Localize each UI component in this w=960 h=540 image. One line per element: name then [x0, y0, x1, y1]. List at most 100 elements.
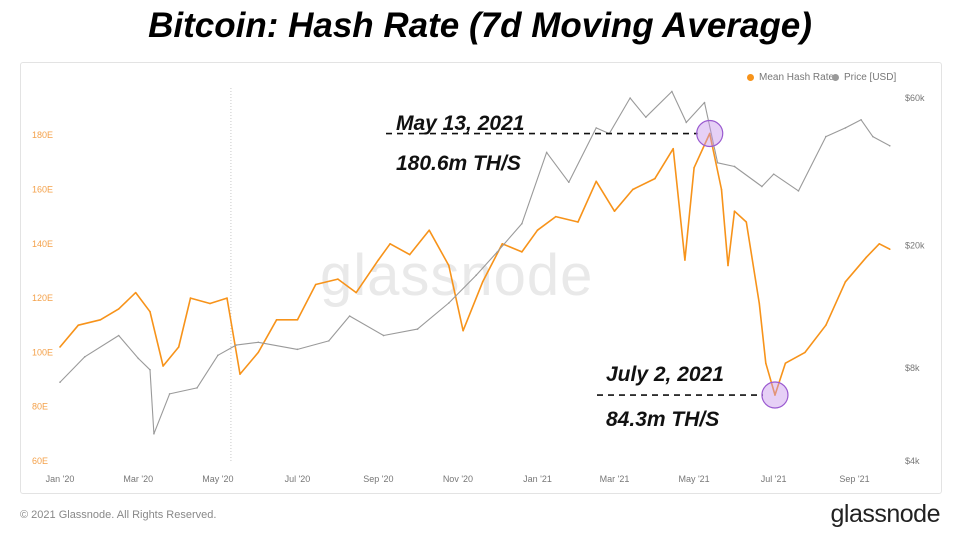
hash-rate-point — [554, 215, 557, 218]
price-point — [825, 135, 827, 138]
y-left-tick-label: 80E — [32, 402, 48, 412]
price-point — [703, 101, 706, 104]
hash-rate-point — [355, 291, 357, 294]
x-tick-label: Jan '21 — [523, 474, 552, 484]
hash-rate-point — [337, 278, 339, 280]
hash-rate-point — [314, 283, 317, 286]
y-left-tick-label: 160E — [32, 184, 53, 194]
hash-rate-point — [162, 365, 164, 367]
price-point — [117, 334, 120, 337]
y-right-tick-label: $60k — [905, 93, 925, 103]
price-point — [83, 356, 86, 358]
price-point — [475, 274, 477, 276]
hash-rate-point — [804, 351, 806, 354]
y-left-tick-label: 120E — [32, 293, 53, 303]
hash-rate-point — [720, 188, 723, 191]
price-point — [645, 116, 647, 118]
hash-rate-point — [733, 210, 736, 212]
price-point — [149, 368, 151, 371]
x-tick-label: Mar '20 — [123, 474, 153, 484]
hash-rate-point — [189, 297, 192, 299]
hash-rate-point — [77, 324, 80, 327]
hash-rate-point — [59, 346, 61, 348]
hash-rate-point — [745, 221, 748, 223]
hash-rate-point — [595, 180, 598, 183]
y-right-tick-label: $4k — [905, 456, 920, 466]
hash-rate-point — [239, 373, 241, 375]
y-left-tick-label: 60E — [32, 456, 48, 466]
x-tick-label: Mar '21 — [600, 474, 630, 484]
hash-rate-point — [672, 147, 675, 150]
x-tick-label: Sep '20 — [363, 474, 393, 484]
hash-rate-point — [888, 248, 891, 250]
x-tick-label: Jul '20 — [285, 474, 311, 484]
legend-item-hash-rate[interactable]: Mean Hash Rate — [747, 72, 834, 83]
price-point — [153, 432, 155, 435]
price-point — [568, 181, 570, 184]
hash-rate-point — [447, 264, 450, 267]
price-point — [496, 251, 498, 253]
price-point — [595, 127, 598, 129]
hash-rate-point — [257, 351, 260, 354]
price-point — [59, 381, 61, 384]
hash-rate-point — [99, 319, 102, 321]
x-tick-label: May '21 — [678, 474, 709, 484]
price-point — [348, 315, 351, 317]
price-point — [521, 222, 523, 225]
hash-rate-point — [825, 324, 827, 327]
price-point — [296, 348, 299, 351]
price-point — [685, 121, 688, 124]
x-tick-label: Jul '21 — [761, 474, 787, 484]
hash-rate-point — [784, 362, 787, 365]
price-point — [761, 185, 763, 188]
hash-rate-point — [521, 251, 523, 253]
y-left-tick-label: 140E — [32, 239, 53, 249]
hash-rate-point — [117, 308, 120, 310]
legend-item-price[interactable]: Price [USD] — [832, 72, 896, 83]
price-point — [235, 344, 237, 346]
hash-rate-point — [462, 329, 464, 332]
price-point — [772, 173, 775, 175]
annotation-peak-date: May 13, 2021 — [396, 112, 525, 135]
hash-rate-point — [844, 280, 847, 283]
hash-rate-point — [708, 132, 711, 135]
price-point — [860, 118, 862, 121]
legend-label: Price [USD] — [844, 72, 897, 83]
annotation-low-date: July 2, 2021 — [606, 363, 724, 386]
y-right-tick-label: $20k — [905, 240, 925, 250]
hash-rate-point — [501, 242, 504, 245]
price-point — [716, 162, 719, 164]
hash-rate-point — [408, 253, 411, 256]
price-point — [733, 165, 736, 168]
copyright-text: © 2021 Glassnode. All Rights Reserved. — [20, 509, 217, 521]
hash-rate-point — [613, 210, 616, 212]
legend-dot-icon — [832, 74, 839, 81]
chart-title: Bitcoin: Hash Rate (7d Moving Average) — [148, 6, 812, 45]
price-point — [327, 340, 330, 342]
annotation-peak-value: 180.6m TH/S — [396, 152, 521, 175]
hash-rate-point — [296, 319, 299, 321]
price-point — [888, 145, 891, 147]
legend-label: Mean Hash Rate — [759, 72, 835, 83]
hash-rate-point — [134, 291, 137, 294]
hash-rate-point — [878, 242, 881, 245]
price-point — [671, 90, 673, 93]
price-point — [447, 302, 450, 304]
legend-dot-icon — [747, 74, 754, 81]
y-left-tick-label: 100E — [32, 347, 53, 357]
x-tick-label: Jan '20 — [46, 474, 75, 484]
hash-rate-point — [209, 302, 211, 305]
x-tick-label: Sep '21 — [839, 474, 869, 484]
hash-rate-point — [275, 319, 278, 321]
price-point — [872, 135, 874, 138]
price-point — [382, 334, 385, 337]
x-tick-label: May '20 — [202, 474, 233, 484]
price-point — [844, 127, 847, 129]
price-line — [59, 90, 891, 435]
price-point — [137, 357, 140, 360]
hash-rate-point — [377, 259, 380, 261]
hash-rate-point — [631, 188, 634, 191]
price-point — [629, 97, 631, 99]
hash-rate-point — [177, 346, 180, 348]
